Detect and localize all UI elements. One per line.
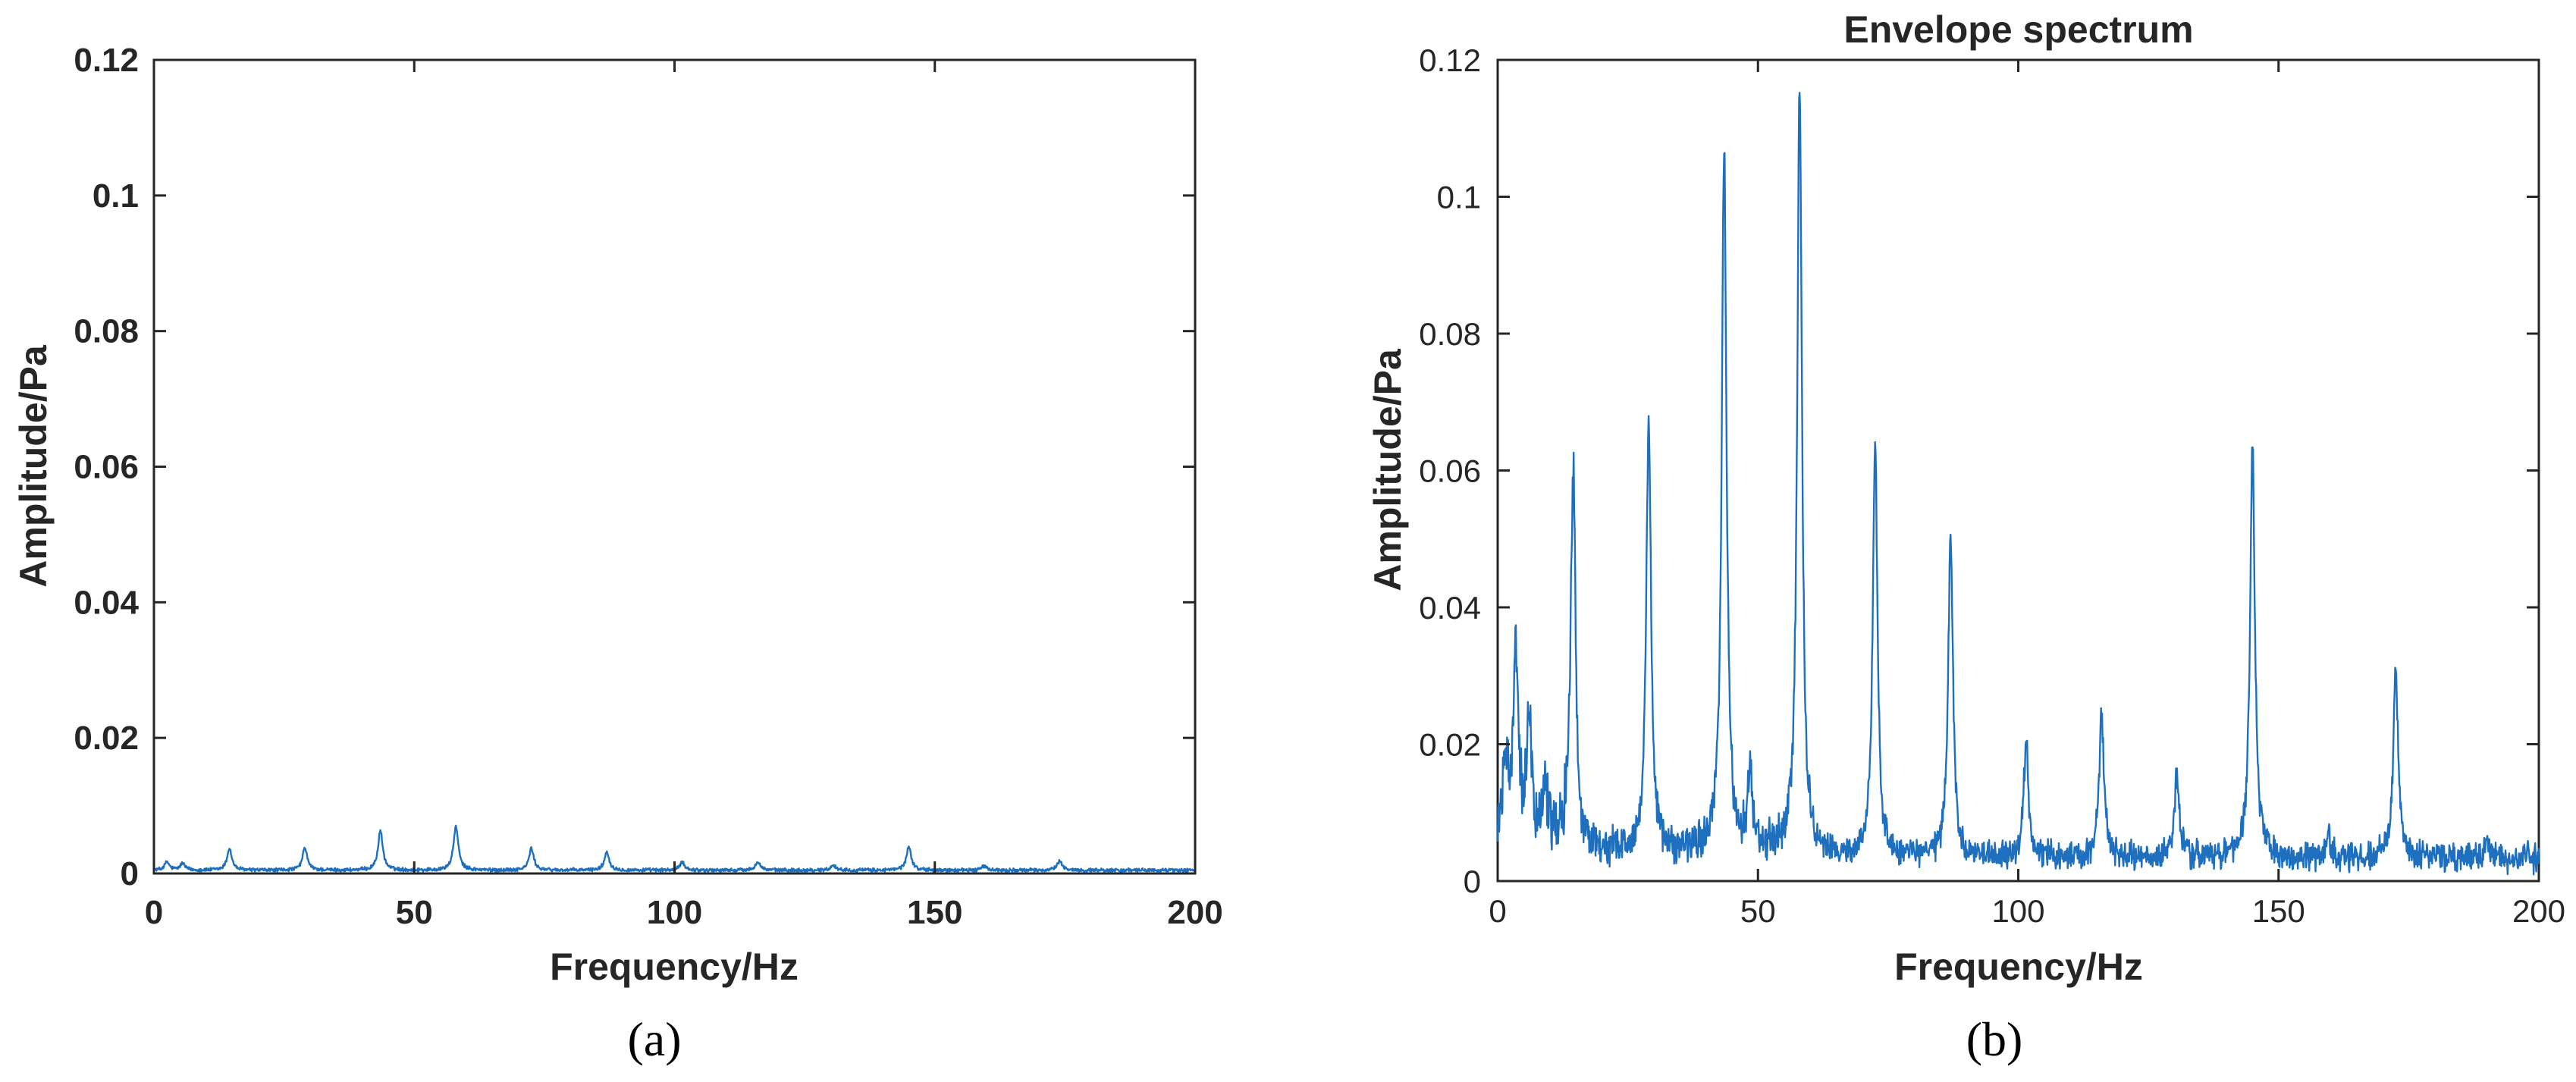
data-point xyxy=(2176,798,2178,800)
x-tick-label: 0 xyxy=(145,894,163,931)
x-tick-label: 50 xyxy=(1740,893,1776,929)
x-tick-label: 50 xyxy=(396,894,433,931)
x-axis-label-a: Frequency/Hz xyxy=(550,946,799,988)
data-point xyxy=(1543,811,1545,814)
y-tick-label: 0.1 xyxy=(93,177,139,215)
data-point xyxy=(606,854,608,856)
y-axis-label-a: Amplitude/Pa xyxy=(12,344,55,588)
x-tick-label: 200 xyxy=(1167,894,1222,931)
series-line-b xyxy=(1496,92,2540,876)
plot-area-a xyxy=(152,58,1197,875)
data-point xyxy=(832,867,834,869)
y-tick-label: 0.02 xyxy=(1419,727,1481,763)
panel-caption-b: (b) xyxy=(1966,1012,2023,1066)
data-point xyxy=(757,864,759,866)
x-tick-label: 200 xyxy=(2512,893,2565,929)
y-tick-label: 0 xyxy=(1464,864,1481,899)
data-point xyxy=(455,828,457,830)
y-axis-label-b: Amplitude/Pa xyxy=(1366,348,1409,591)
y-tick-label: 0 xyxy=(121,855,139,892)
data-point xyxy=(1648,456,1650,458)
plot-area-b xyxy=(1496,58,2540,883)
data-point xyxy=(2486,859,2488,861)
data-point xyxy=(1504,798,1507,800)
chart-title-b: Envelope spectrum xyxy=(1843,8,2193,51)
data-point xyxy=(1515,695,1517,698)
spectrum-line xyxy=(1496,92,2540,876)
chart-panel-b: 0 50 100 150 200 0 0.02 0.04 0.06 0.08 0.1 0.12 En… xyxy=(1366,8,2565,1066)
data-point xyxy=(530,851,532,853)
x-tick-label: 100 xyxy=(1991,893,2044,929)
y-tick-label: 0.1 xyxy=(1437,180,1481,215)
chart-panel-a: 0 50 100 150 200 0 0.02 0.04 0.06 0.08 0.1 0.12 Fr… xyxy=(12,42,1223,1066)
y-tick-label: 0.04 xyxy=(1419,590,1481,626)
data-point xyxy=(166,864,168,867)
data-point xyxy=(681,864,683,867)
y-tick-label: 0.02 xyxy=(74,720,139,757)
data-point xyxy=(1950,558,1952,560)
data-point xyxy=(1799,114,1801,116)
y-tick-label: 0.12 xyxy=(74,42,139,79)
x-tick-label: 150 xyxy=(907,894,962,931)
y-tick-label: 0.12 xyxy=(1419,42,1481,78)
data-point xyxy=(2101,736,2103,739)
panel-caption-a: (a) xyxy=(627,1012,681,1066)
data-point xyxy=(2025,764,2027,766)
x-ticks-a: 0 50 100 150 200 xyxy=(145,60,1223,931)
data-point xyxy=(983,868,985,870)
data-point xyxy=(1572,503,1574,506)
data-point xyxy=(1528,757,1530,759)
data-point xyxy=(228,851,231,853)
x-ticks-b: 0 50 100 150 200 xyxy=(1489,60,2565,929)
y-tick-label: 0.06 xyxy=(74,449,139,486)
data-point xyxy=(908,848,910,851)
data-point xyxy=(304,850,306,852)
data-point xyxy=(1723,175,1725,177)
data-point xyxy=(181,866,184,868)
y-ticks-a: 0 0.02 0.04 0.06 0.08 0.1 0.12 xyxy=(74,42,1195,892)
x-tick-label: 0 xyxy=(1489,893,1506,929)
x-axis-label-b: Frequency/Hz xyxy=(1894,946,2143,988)
x-tick-label: 100 xyxy=(647,894,702,931)
data-point xyxy=(1749,804,1751,807)
y-tick-label: 0.06 xyxy=(1419,453,1481,489)
data-point xyxy=(2327,852,2329,855)
y-ticks-b: 0 0.02 0.04 0.06 0.08 0.1 0.12 xyxy=(1419,42,2539,899)
data-point xyxy=(379,833,381,836)
data-point xyxy=(1059,863,1061,865)
x-tick-label: 150 xyxy=(2252,893,2305,929)
y-tick-label: 0.08 xyxy=(74,313,139,350)
y-tick-label: 0.04 xyxy=(74,584,139,621)
data-point xyxy=(2395,688,2397,691)
data-point xyxy=(1874,469,1876,472)
data-point xyxy=(2251,463,2254,465)
y-tick-label: 0.08 xyxy=(1419,316,1481,352)
